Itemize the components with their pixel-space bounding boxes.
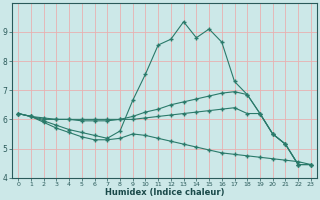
X-axis label: Humidex (Indice chaleur): Humidex (Indice chaleur) xyxy=(105,188,224,197)
